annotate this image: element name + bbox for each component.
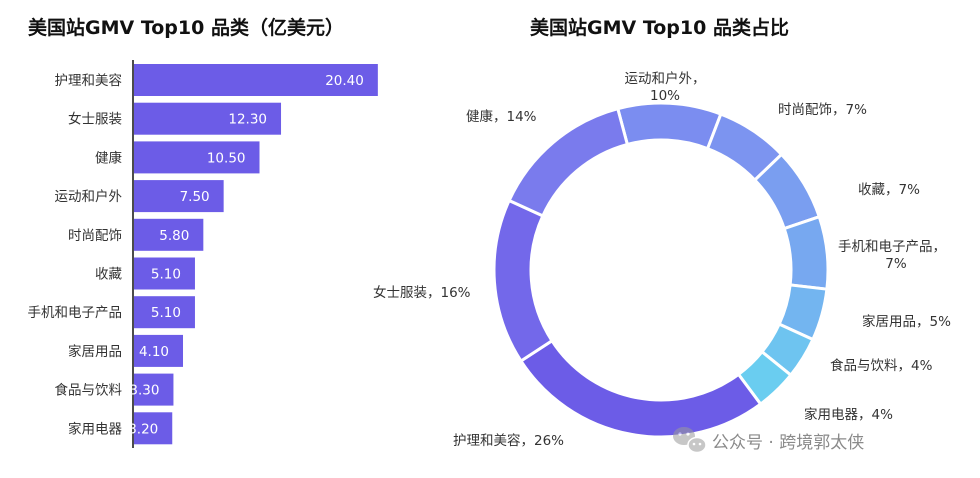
category-label: 收藏 xyxy=(95,267,122,283)
category-label: 家居用品 xyxy=(68,343,122,360)
slice-label: 家居用品，5% xyxy=(862,313,951,330)
data-label: 4.10 xyxy=(139,344,169,360)
bar xyxy=(134,102,282,135)
bar xyxy=(134,64,378,96)
bar xyxy=(134,257,195,290)
donut-slice xyxy=(507,106,630,218)
bar-chart-title: 美国站GMV Top10 品类（亿美元） xyxy=(28,16,344,39)
category-label: 食品与饮料 xyxy=(55,382,123,399)
bar xyxy=(134,334,184,367)
slice-label: 运动和户外， 10% xyxy=(625,70,706,104)
data-label: 10.50 xyxy=(207,150,246,166)
watermark-text: 公众号 · 跨境郭太侠 xyxy=(712,433,864,453)
data-label: 5.10 xyxy=(151,305,181,321)
wechat-icon xyxy=(673,427,707,454)
bar xyxy=(134,218,204,251)
bar-chart: 美国站GMV Top10 品类（亿美元） 护理和美容 20.40 女士服装 12.30… xyxy=(28,16,378,448)
slice-label: 健康，14% xyxy=(466,108,537,125)
data-label: 20.40 xyxy=(325,73,364,89)
donut-slices xyxy=(492,101,830,439)
bar-series: 护理和美容 20.40 女士服装 12.30 健康 10.50 运动和户外 7.50 时尚配饰 5… xyxy=(28,64,378,445)
donut-slice xyxy=(615,101,723,151)
data-label: 12.30 xyxy=(228,112,267,128)
category-label: 女士服装 xyxy=(68,111,122,128)
data-label: 3.20 xyxy=(128,421,158,437)
bar xyxy=(134,412,173,445)
data-label: 7.50 xyxy=(180,189,210,205)
donut-slice xyxy=(518,338,763,439)
category-label: 手机和电子产品 xyxy=(28,305,123,321)
donut-chart: 美国站GMV Top10 品类占比 运动和户外， 10% 时尚配饰，7% 收藏，7% 手… xyxy=(373,16,951,449)
slice-label: 家用电器，4% xyxy=(804,406,893,423)
category-label: 家用电器 xyxy=(68,420,122,437)
donut-labels: 运动和户外， 10% 时尚配饰，7% 收藏，7% 手机和电子产品， 7% 家居用品，5% 食品… xyxy=(373,70,951,449)
donut-chart-title: 美国站GMV Top10 品类占比 xyxy=(530,16,789,39)
category-label: 健康 xyxy=(95,149,122,166)
bar xyxy=(134,296,195,329)
category-label: 运动和户外 xyxy=(55,188,123,205)
category-label: 护理和美容 xyxy=(55,72,123,89)
slice-label: 手机和电子产品， 7% xyxy=(838,239,946,272)
donut-slice xyxy=(782,214,830,291)
slice-label: 收藏，7% xyxy=(858,182,920,198)
category-label: 时尚配饰 xyxy=(68,228,122,244)
slice-label: 女士服装，16% xyxy=(373,284,471,301)
slice-label: 食品与饮料，4% xyxy=(830,357,933,374)
bar xyxy=(134,141,260,174)
bar xyxy=(134,373,174,406)
slice-label: 护理和美容，26% xyxy=(453,432,564,449)
bar xyxy=(134,180,224,213)
data-label: 3.30 xyxy=(129,383,159,399)
slice-label: 时尚配饰，7% xyxy=(778,102,867,118)
watermark: 公众号 · 跨境郭太侠 xyxy=(673,427,864,454)
donut-slice xyxy=(492,198,555,364)
data-label: 5.10 xyxy=(151,267,181,283)
data-label: 5.80 xyxy=(159,228,189,244)
